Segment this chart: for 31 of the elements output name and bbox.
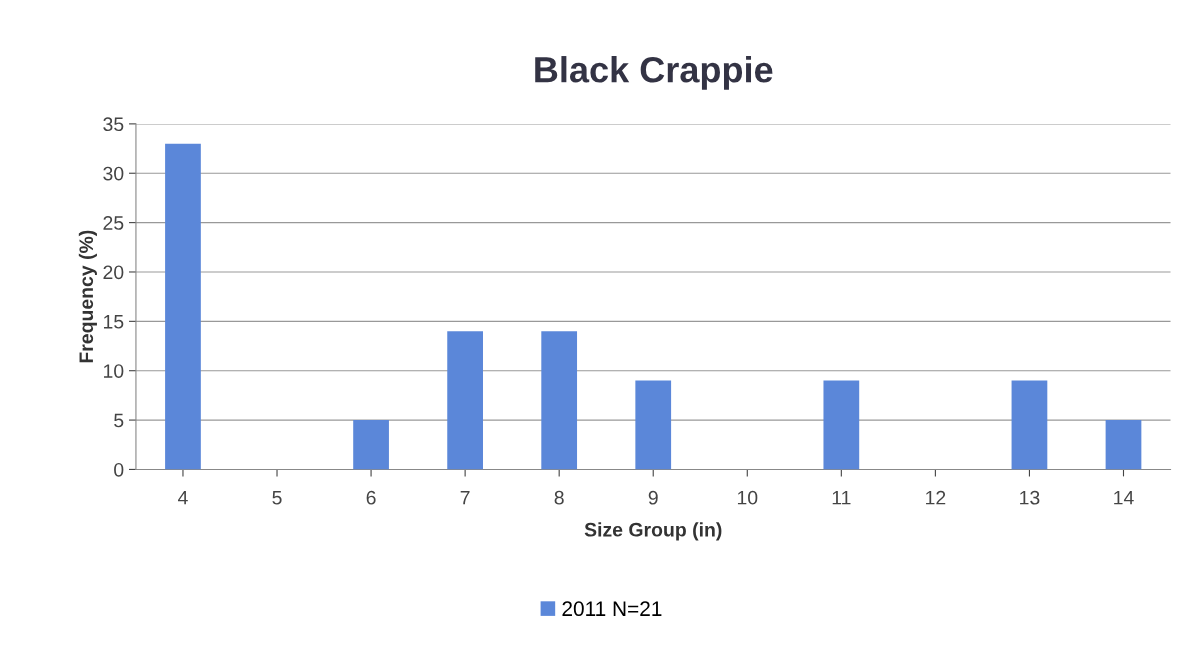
bar bbox=[541, 331, 578, 470]
bar bbox=[1105, 420, 1142, 470]
bar bbox=[165, 143, 201, 470]
y-tick-label: 10 bbox=[103, 364, 124, 378]
y-tick-label: 35 bbox=[103, 117, 124, 132]
x-tick-label: 4 bbox=[178, 490, 188, 505]
x-tick-label: 9 bbox=[648, 490, 658, 505]
y-tick-label: 15 bbox=[103, 315, 124, 329]
legend-label: 2011 N=21 bbox=[562, 601, 662, 617]
x-axis-title: Size Group (in) bbox=[584, 522, 722, 541]
y-tick-label: 30 bbox=[103, 166, 124, 181]
bar bbox=[635, 380, 672, 470]
x-tick-label: 6 bbox=[366, 490, 376, 505]
bar bbox=[823, 380, 860, 470]
x-tick-label: 13 bbox=[1020, 490, 1040, 505]
x-tick-label: 14 bbox=[1114, 490, 1134, 505]
x-tick-label: 8 bbox=[554, 490, 564, 505]
bar bbox=[447, 331, 483, 470]
chart-title: Black Crappie bbox=[535, 56, 773, 90]
y-tick-label: 25 bbox=[103, 216, 124, 230]
y-tick-label: 0 bbox=[114, 462, 124, 477]
x-tick-label: 11 bbox=[832, 490, 851, 505]
x-tick-label: 12 bbox=[926, 490, 946, 505]
x-tick-label: 10 bbox=[737, 490, 758, 505]
y-axis-title: Frequency (%) bbox=[78, 230, 97, 363]
bar bbox=[353, 420, 389, 470]
x-tick-label: 7 bbox=[460, 490, 470, 505]
bar bbox=[1011, 380, 1048, 470]
x-tick-label: 5 bbox=[272, 490, 282, 505]
y-tick-label: 20 bbox=[103, 265, 124, 280]
y-tick-label: 5 bbox=[114, 413, 124, 428]
